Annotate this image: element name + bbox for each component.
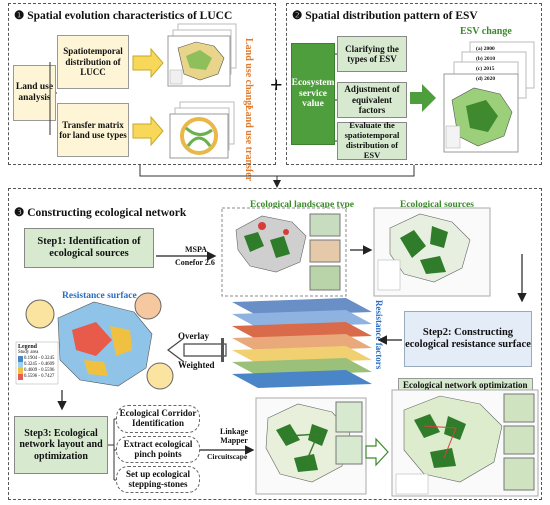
resistance-surface-panel xyxy=(15,292,174,390)
resistance-factors-label: Resistance factors xyxy=(374,300,384,370)
yellow-arrow-1 xyxy=(132,47,164,79)
overlay-label: Overlay xyxy=(178,331,209,341)
section-3-title: Constructing ecological network xyxy=(27,207,187,219)
section-1-number: ❶ xyxy=(14,10,25,22)
ecosystem-service-value-box: Ecosystem service value xyxy=(291,43,335,145)
resistance-legend-item-3: 0.4609 - 0.5596 xyxy=(18,368,54,374)
transfer-chord-stack xyxy=(169,101,235,159)
corridor-map-panel xyxy=(255,397,367,495)
ecological-sources-label: Ecological sources xyxy=(400,200,474,210)
pinch-points-oval: Extract ecological pinch points xyxy=(116,436,200,463)
step1-box: Step1: Identification of ecological sour… xyxy=(24,228,154,268)
step3-box: Step3: Ecological network layout and opt… xyxy=(14,416,108,474)
step3-bracket xyxy=(108,418,116,481)
resistance-legend-title: Legend xyxy=(18,344,38,350)
section-2-frame xyxy=(286,3,542,165)
conefor-label: Conefor 2.6 xyxy=(175,258,215,267)
resistance-surface-label: Resistance surface xyxy=(62,291,137,301)
spatiotemporal-distribution-box: Spatiotemporal distribution of LUCC xyxy=(57,35,129,89)
transfer-matrix-box: Transfer matrix for land use types xyxy=(57,103,129,157)
resistance-legend-item-4: 0.5596 - 0.7427 xyxy=(18,374,54,380)
mspa-label: MSPA xyxy=(185,245,208,254)
section-3-number: ❸ xyxy=(14,207,25,219)
section-1-frame xyxy=(8,3,276,165)
land-use-transfer-label: Land use transfer xyxy=(243,105,254,182)
resistance-legend-item-2: 0.3245 - 0.4609 xyxy=(18,362,54,368)
section-2-title: Spatial distribution pattern of ESV xyxy=(305,10,478,22)
section-2-title-row: ❷ Spatial distribution pattern of ESV xyxy=(292,8,478,22)
corridor-identification-oval: Ecological Corridor Identification xyxy=(116,405,200,433)
linkage-mapper-label: Linkage Mapper xyxy=(219,427,248,445)
section-3-title-row: ❸ Constructing ecological network xyxy=(14,205,186,219)
optimization-map-panel xyxy=(391,389,539,497)
section-2-number: ❷ xyxy=(292,10,303,22)
merge-connector xyxy=(139,165,415,186)
land-use-analysis-box: Land use analysis xyxy=(13,65,56,121)
adjust-factors-box: Adjustment of equivalent factors xyxy=(337,82,407,118)
step2-box: Step2: Constructing ecological resistanc… xyxy=(404,311,532,367)
lucc-map-stack xyxy=(167,23,237,87)
plus-sign: + xyxy=(270,72,283,97)
esv-year-3: (c) 2015 xyxy=(476,66,495,72)
section-1-title-row: ❶ Spatial evolution characteristics of L… xyxy=(14,8,232,22)
circuitscape-label: Circuitscape xyxy=(207,452,248,461)
esv-year-labels: (a) 2000 (b) 2010 (c) 2015 (d) 2020 xyxy=(476,44,495,84)
section-1-title: Spatial evolution characteristics of LUC… xyxy=(27,10,233,22)
esv-year-2: (b) 2010 xyxy=(476,56,496,62)
resistance-legend-study-area: Study area xyxy=(18,350,39,355)
yellow-arrow-2 xyxy=(132,115,164,147)
landscape-type-label: Ecological landscape type xyxy=(250,200,354,210)
land-use-change-label: Land use change xyxy=(243,38,254,110)
weighted-label: Weighted xyxy=(178,360,215,370)
clarify-types-box: Clarifying the types of ESV xyxy=(337,36,407,72)
overlay-hollow-arrow xyxy=(167,337,227,363)
section2-bracket xyxy=(335,53,337,142)
esv-change-label: ESV change xyxy=(460,26,512,37)
connector-analysis xyxy=(49,62,57,135)
green-arrow xyxy=(410,84,436,112)
resistance-factors-stack xyxy=(232,298,372,388)
stepping-stones-oval: Set up ecological stepping-stones xyxy=(116,466,200,493)
evaluate-distribution-box: Evaluate the spatiotemporal distribution… xyxy=(337,121,407,160)
resistance-legend: Legend Study area 0.1904 - 0.3245 0.3245… xyxy=(18,344,54,380)
esv-year-1: (a) 2000 xyxy=(476,46,495,52)
corridor-to-optimization-arrow xyxy=(365,437,389,467)
resistance-legend-item-1: 0.1904 - 0.3245 xyxy=(18,356,54,362)
esv-year-4: (d) 2020 xyxy=(476,76,496,82)
landscape-type-panel xyxy=(221,207,347,297)
esv-map-stack xyxy=(443,41,535,153)
ecological-sources-panel xyxy=(373,207,491,297)
